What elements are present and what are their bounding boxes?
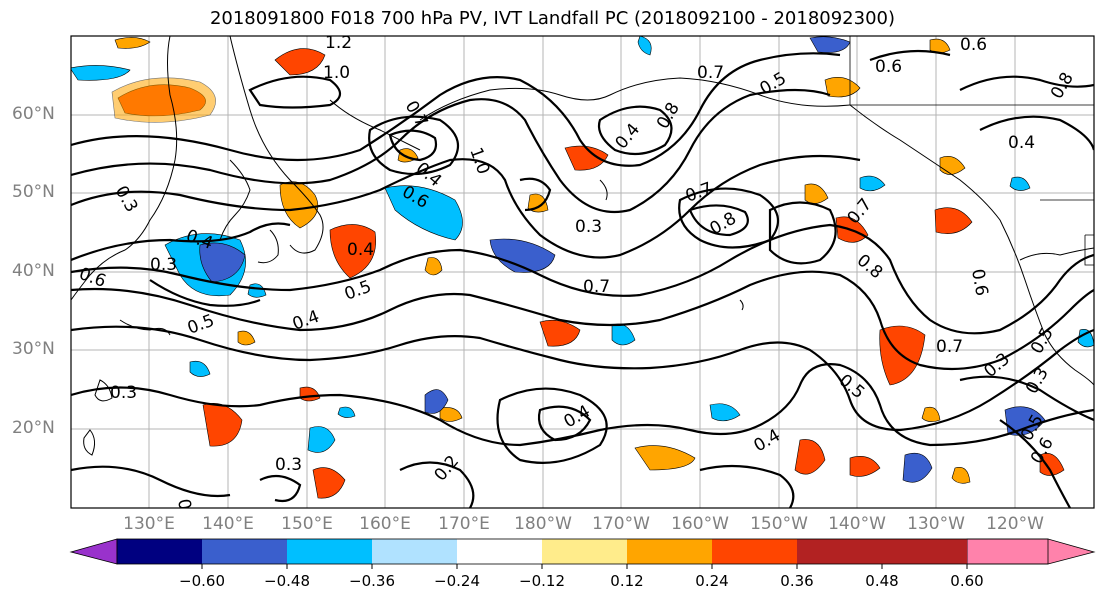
- lon-label: 150°W: [750, 514, 808, 534]
- contour-label: 0.3: [275, 455, 302, 475]
- colorbar-segment: [542, 539, 627, 564]
- contour-label: 0.5: [1027, 324, 1058, 357]
- map-title: 2018091800 F018 700 hPa PV, IVT Landfall…: [209, 8, 896, 29]
- pv-negative-shading: [71, 36, 1094, 483]
- contour-label: 0.4: [1008, 133, 1035, 153]
- colorbar-segment: [712, 539, 797, 564]
- contour-label: 0.7: [697, 63, 724, 83]
- lon-label: 170°E: [438, 514, 490, 534]
- colorbar-tick-label: 0.12: [610, 572, 644, 590]
- colorbar-tick-label: −0.48: [264, 572, 310, 590]
- contour-label: 0.3: [150, 255, 177, 275]
- contour-label: 0.7: [401, 98, 432, 131]
- contour-label: 0.5: [835, 371, 869, 404]
- lon-label: 140°W: [828, 514, 886, 534]
- colorbar-tick-label: 0.48: [865, 572, 899, 590]
- ivt-contours: [71, 49, 1094, 508]
- contour-label: 0.5: [757, 68, 790, 99]
- contour-label: 0.8: [707, 208, 740, 239]
- contour-label: 0.6: [960, 35, 987, 55]
- colorbar-segment: [202, 539, 287, 564]
- contour-label: 0.2: [173, 497, 197, 527]
- colorbar-tick-label: 0.60: [950, 572, 984, 590]
- contour-label: 0.7: [936, 337, 963, 357]
- colorbar-segment: [457, 539, 542, 564]
- lon-label: 140°E: [202, 514, 254, 534]
- contour-label: 0.3: [110, 383, 137, 403]
- colorbar: [69, 538, 1096, 569]
- colorbar-segment: [627, 539, 712, 564]
- lon-label: 130°E: [123, 514, 175, 534]
- colorbar-tick-label: 0.24: [695, 572, 729, 590]
- lat-label: 50°N: [12, 182, 55, 202]
- contour-label: 0.3: [1022, 364, 1053, 397]
- contour-label: 0.4: [612, 120, 645, 154]
- coastlines: [71, 36, 1094, 456]
- colorbar-segment: [797, 539, 882, 564]
- lat-label: 60°N: [12, 104, 55, 124]
- lon-label: 130°W: [907, 514, 965, 534]
- contour-label: 1.2: [325, 33, 352, 53]
- colorbar-tick-label: 0.36: [780, 572, 814, 590]
- colorbar-tick-label: −0.36: [349, 572, 395, 590]
- contour-label: 0.5: [185, 311, 217, 339]
- contour-label: 0.3: [575, 217, 602, 237]
- contour-label: 0.4: [290, 307, 322, 335]
- lon-label: 180°W: [514, 514, 572, 534]
- colorbar-tick-label: −0.24: [434, 572, 480, 590]
- contour-label: 0.8: [653, 99, 684, 132]
- contour-label: 0.6: [967, 267, 991, 297]
- pv-positive-shading: [111, 37, 1065, 499]
- contour-label: 0.2: [431, 452, 464, 486]
- contour-label: 0.4: [347, 240, 374, 260]
- contour-label: 0.8: [1047, 69, 1078, 102]
- colorbar-segment: [287, 539, 372, 564]
- colorbar-segment: [372, 539, 457, 564]
- lon-label: 160°E: [359, 514, 411, 534]
- lon-label: 150°E: [281, 514, 333, 534]
- colorbar-segment: [882, 539, 967, 564]
- colorbar-segment: [117, 539, 202, 564]
- colorbar-tick-label: −0.12: [519, 572, 565, 590]
- contour-label: 1.0: [465, 145, 493, 177]
- map-frame: [70, 35, 1095, 509]
- contour-label: 1.0: [323, 63, 350, 83]
- lat-label: 40°N: [12, 261, 55, 281]
- colorbar-tick-label: −0.60: [179, 572, 225, 590]
- contour-label: 0.8: [853, 251, 887, 284]
- lat-label: 20°N: [12, 418, 55, 438]
- lon-label: 170°W: [592, 514, 650, 534]
- lon-label: 160°W: [671, 514, 729, 534]
- lon-label: 120°W: [986, 514, 1044, 534]
- colorbar-extend-right: [966, 538, 1096, 565]
- contour-label: 0.3: [111, 183, 142, 216]
- contour-label: 0.7: [683, 179, 715, 207]
- lat-label: 30°N: [12, 339, 55, 359]
- contour-label: 0.6: [875, 57, 902, 77]
- contour-label: 0.7: [583, 277, 610, 297]
- colorbar-extend-left: [69, 538, 118, 565]
